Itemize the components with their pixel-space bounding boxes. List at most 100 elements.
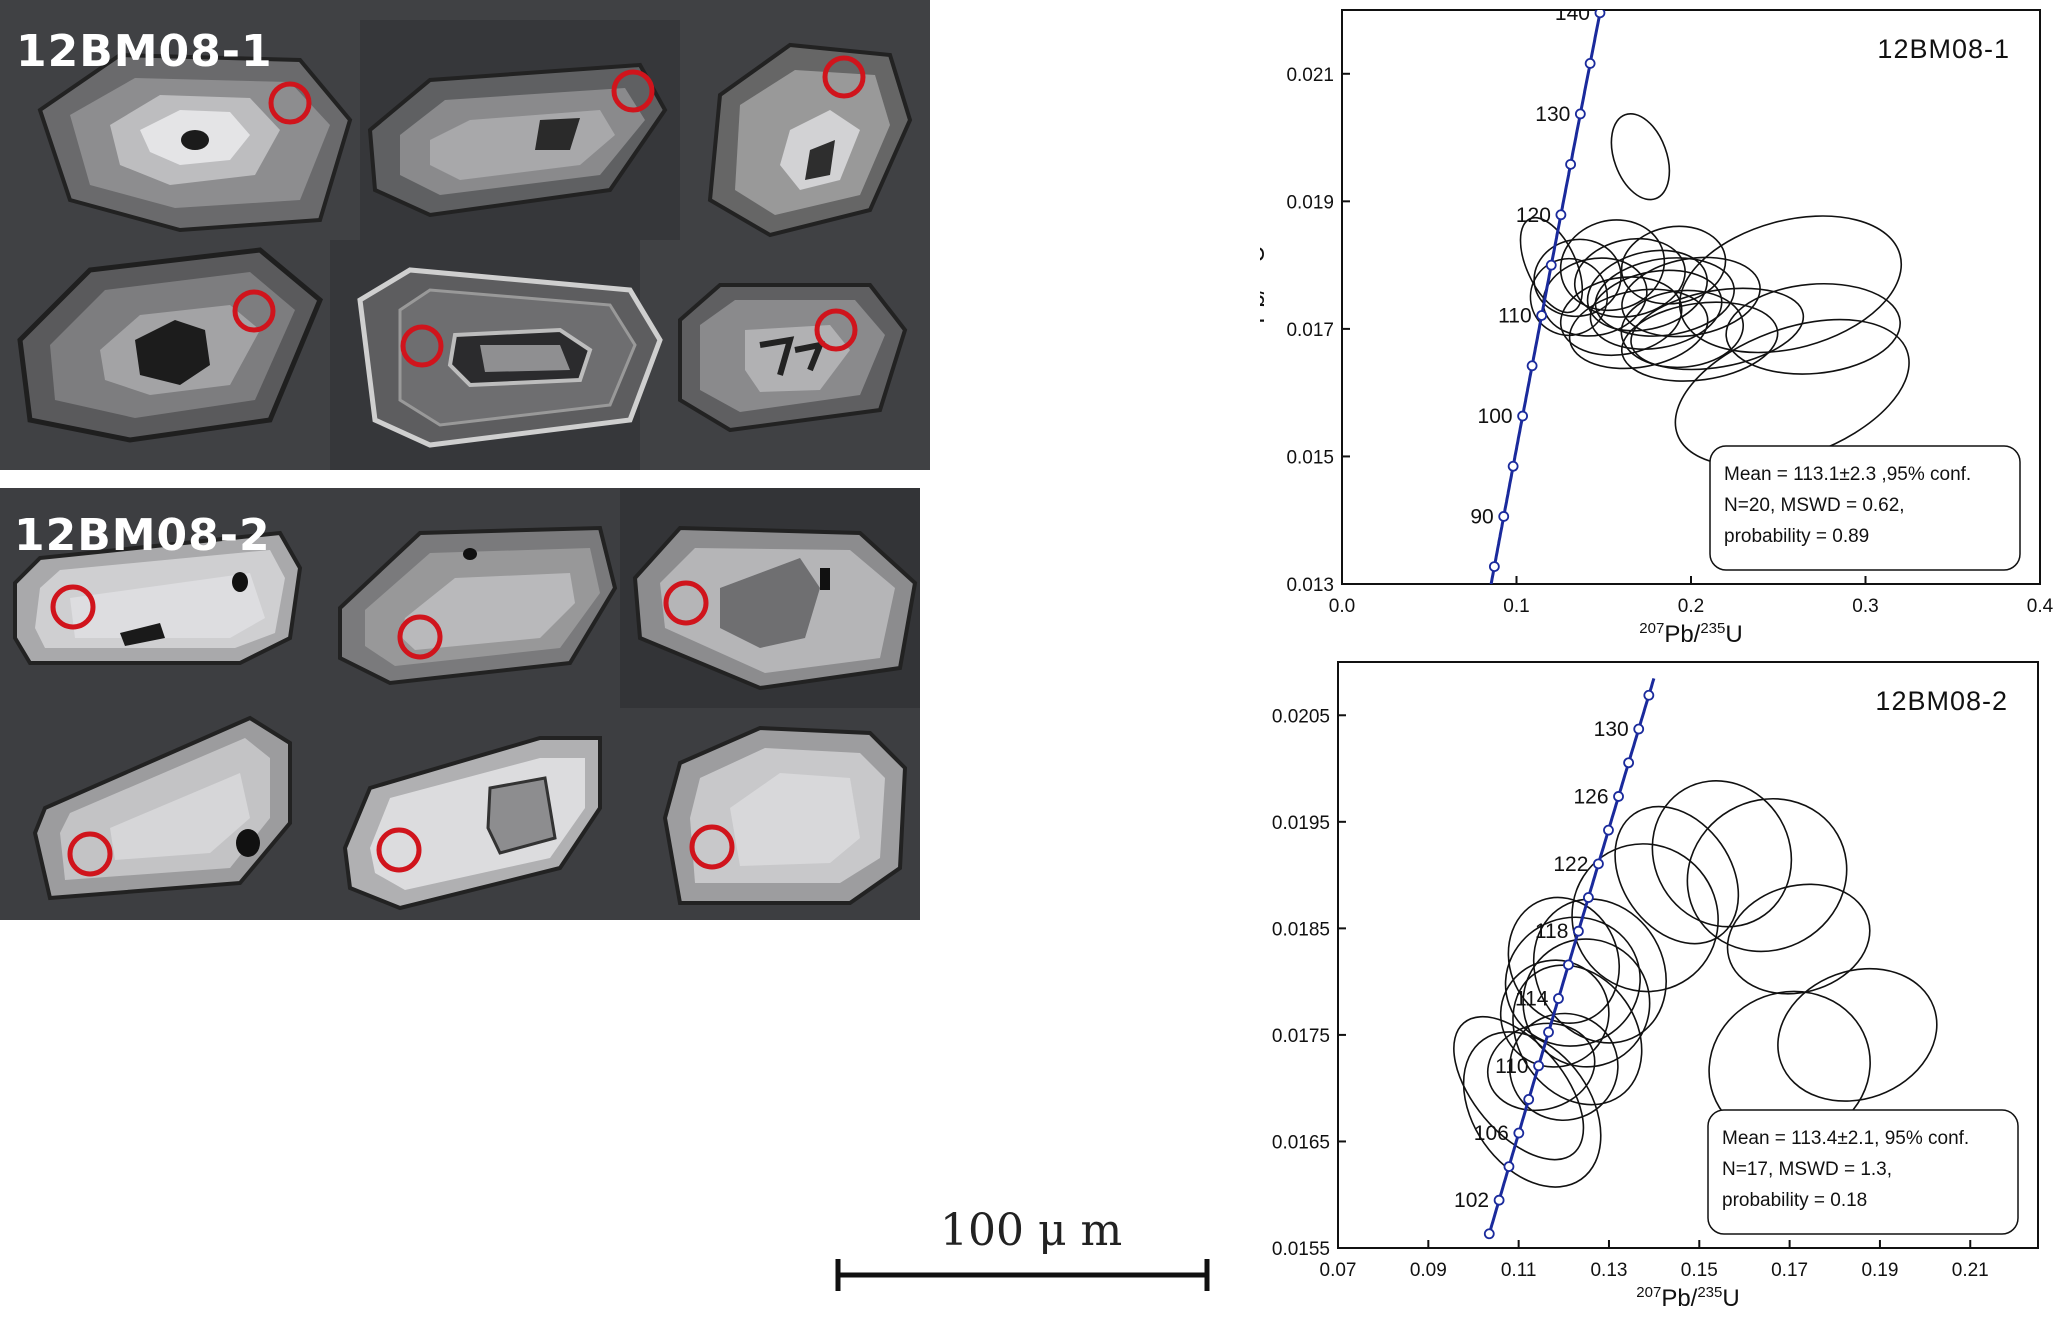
age-marker: [1563, 959, 1574, 971]
y-tick-label: 0.019: [1286, 192, 1334, 213]
age-label: 114: [1515, 988, 1549, 1011]
age-marker: [1555, 209, 1567, 221]
zircon-grain: [707, 42, 913, 238]
stats-line: Mean = 113.4±2.1, 95% conf.: [1722, 1128, 1969, 1149]
zircon-grain: [13, 530, 303, 665]
age-marker: [1584, 58, 1596, 69]
zircon-grain: [32, 715, 292, 901]
concordia-chart-2: 0.07 0.09 0.11 0.13 0.15 0.17 0.19 0.21 0.0155 0.…: [1260, 661, 2039, 1312]
age-marker: [1594, 10, 1606, 19]
analysis-spot: [814, 308, 858, 352]
x-tick-label: 0.11: [1501, 1260, 1537, 1281]
age-label: 130: [1535, 103, 1570, 126]
zircon-grain: [662, 725, 908, 905]
age-label: 106: [1474, 1122, 1509, 1145]
cl-image-panel-1: 12BM08-1: [0, 0, 930, 470]
age-label: 90: [1470, 505, 1493, 528]
y-tick-label: 0.0205: [1272, 706, 1330, 727]
error-ellipse: [1586, 249, 1708, 332]
x-axis-label: 207Pb/235U: [1636, 1284, 1739, 1312]
age-marker: [1507, 460, 1519, 472]
analysis-spot: [689, 824, 735, 870]
age-label: 110: [1495, 1055, 1528, 1078]
age-marker: [1603, 824, 1614, 836]
y-tick-label: 0.0195: [1272, 813, 1330, 834]
analysis-spot: [67, 831, 113, 877]
zircon-grain: [338, 525, 618, 686]
zircon-grain: [37, 52, 353, 233]
age-marker: [1613, 791, 1624, 802]
age-label: 140: [1555, 2, 1590, 25]
x-tick-label: 0.4: [2027, 596, 2054, 617]
error-ellipse: [1453, 1015, 1585, 1161]
analysis-spot: [232, 289, 276, 333]
age-marker: [1545, 259, 1557, 271]
age-label: 122: [1553, 853, 1588, 876]
y-tick-label: 0.0185: [1272, 919, 1330, 940]
y-tick-label: 0.013: [1286, 575, 1334, 596]
error-ellipse: [1726, 883, 1871, 995]
age-marker: [1553, 993, 1564, 1004]
age-marker: [1483, 1228, 1495, 1240]
error-ellipse: [1725, 282, 1901, 375]
x-tick-label: 0.21: [1952, 1260, 1989, 1281]
age-marker: [1643, 689, 1655, 701]
y-tick-label: 0.015: [1286, 447, 1334, 468]
x-tick-label: 0.0: [1329, 596, 1355, 617]
analysis-spot: [376, 827, 422, 873]
analysis-spot: [611, 69, 655, 113]
x-axis-label: 207Pb/235U: [1639, 620, 1742, 648]
age-marker: [1543, 1026, 1554, 1038]
error-ellipse: [1630, 287, 1805, 371]
zircon-crystals-1: [0, 0, 930, 470]
age-label: 130: [1594, 718, 1629, 741]
error-ellipse: [1532, 898, 1667, 1044]
age-label: 118: [1535, 920, 1568, 943]
age-label: 110: [1498, 304, 1531, 327]
scale-bar-label: 100 μ m: [940, 1205, 1123, 1256]
error-ellipse: [1777, 967, 1938, 1102]
age-marker: [1513, 1127, 1525, 1139]
error-ellipse: [1620, 289, 1745, 369]
stats-box: [1707, 1109, 2019, 1235]
error-ellipse: [1571, 843, 1719, 993]
x-tick-label: 0.19: [1861, 1260, 1898, 1281]
concordia-curve: [1487, 677, 1656, 1235]
stats-box: [1709, 445, 2021, 571]
y-tick-label: 0.017: [1286, 320, 1334, 341]
age-label: 102: [1454, 1189, 1489, 1212]
zircon-grain: [632, 525, 918, 691]
age-marker: [1593, 858, 1604, 870]
zircon-crystals-2: [0, 488, 920, 920]
analysis-spot: [268, 81, 312, 125]
error-ellipse: [1519, 216, 1584, 314]
stats-line: Mean = 113.1±2.3 ,95% conf.: [1724, 464, 1971, 485]
age-marker: [1583, 892, 1594, 903]
error-ellipse: [1614, 805, 1740, 945]
age-marker: [1493, 1194, 1505, 1206]
concordia-chart-1: 0.0 0.1 0.2 0.3 0.4 0.013 0.015 0.017 0.019 0.021…: [1260, 2, 2054, 648]
zircon-grain: [678, 283, 908, 433]
analysis-spot: [50, 584, 96, 630]
y-tick-label: 0.021: [1286, 65, 1334, 86]
x-tick-label: 0.09: [1410, 1260, 1447, 1281]
y-axis-label: 206Pb/238U: [1260, 245, 1270, 348]
age-marker: [1488, 561, 1500, 572]
age-marker: [1533, 1060, 1545, 1072]
age-label: 120: [1516, 204, 1551, 227]
error-ellipse: [1651, 780, 1793, 928]
x-tick-label: 0.17: [1771, 1260, 1808, 1281]
sample-label: 12BM08-1: [16, 26, 273, 77]
error-ellipse: [1522, 938, 1651, 1068]
error-ellipse: [1686, 797, 1848, 953]
analysis-spot: [397, 614, 443, 660]
stats-line: N=17, MSWD = 1.3,: [1722, 1159, 1892, 1180]
error-ellipse: [1529, 257, 1609, 337]
y-axis-label: 206Pb/238U: [1260, 903, 1266, 1006]
error-ellipse: [1512, 964, 1643, 1106]
y-tick-label: 0.0175: [1272, 1026, 1330, 1047]
age-marker: [1536, 310, 1548, 321]
cl-image-panel-2: 12BM08-2: [0, 488, 920, 920]
zircon-grain: [367, 62, 668, 218]
y-axis-label-group: 206Pb/238U: [1260, 903, 1266, 1006]
